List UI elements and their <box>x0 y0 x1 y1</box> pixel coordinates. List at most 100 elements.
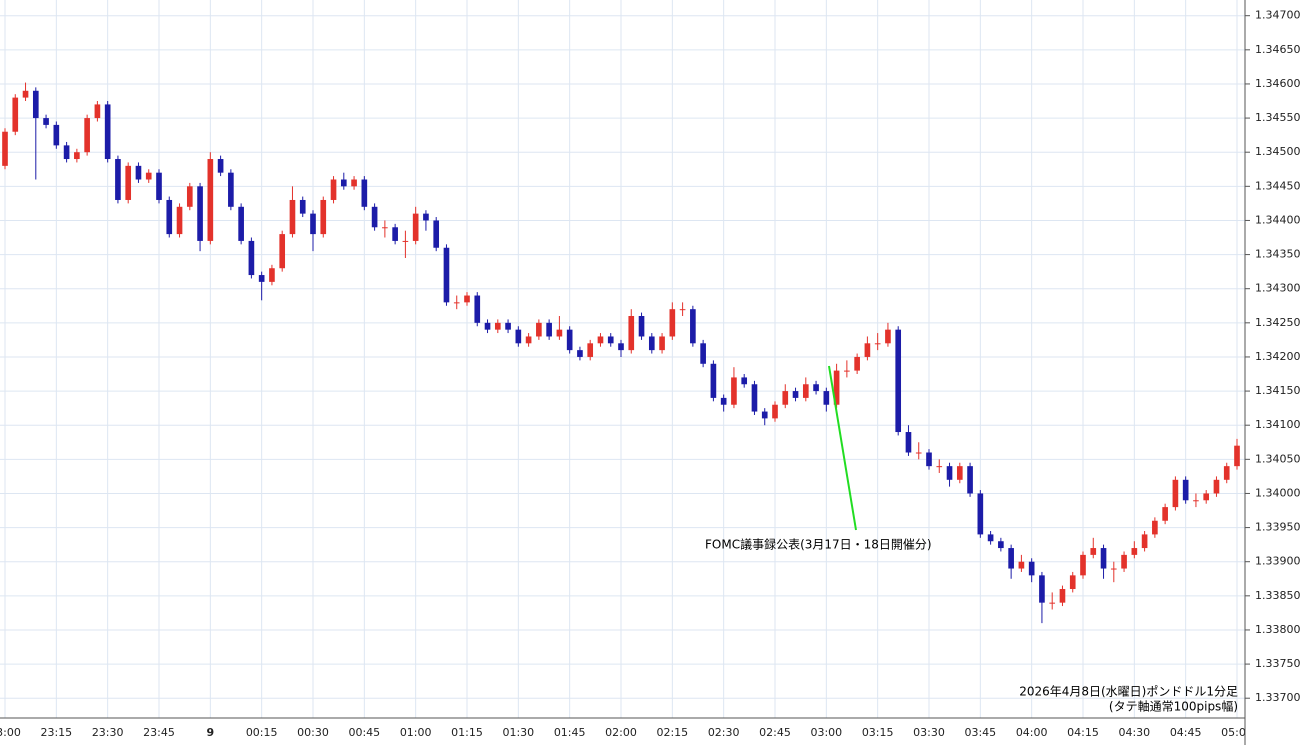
candle-body <box>977 493 984 535</box>
candle-body <box>1080 554 1086 576</box>
candle-body <box>1234 445 1240 467</box>
candle-body <box>556 329 563 337</box>
y-tick-label: 1.34600 <box>1255 77 1300 90</box>
y-tick-label: 1.34200 <box>1255 350 1300 363</box>
candle-body <box>186 186 193 207</box>
candle-body <box>546 322 552 337</box>
candle-body <box>1049 602 1056 604</box>
footnote: (タテ軸通常100pips幅) <box>1109 699 1238 714</box>
candle-body <box>505 322 511 330</box>
candle-body <box>53 124 60 146</box>
candle-body <box>299 199 306 214</box>
candle-body <box>217 159 224 173</box>
candle-body <box>1121 554 1127 569</box>
x-tick-label: 04:15 <box>1067 726 1099 739</box>
candle-body <box>813 384 819 392</box>
x-tick-label: 02:45 <box>759 726 791 739</box>
candle-body <box>854 356 860 371</box>
candle-body <box>833 370 840 405</box>
candle-body <box>1141 534 1148 549</box>
candle-body <box>998 541 1004 549</box>
candle-body <box>258 275 265 282</box>
candle-body <box>494 322 501 330</box>
x-tick-label: 00:15 <box>246 726 278 739</box>
candle-body <box>340 179 347 187</box>
x-tick-label: 00:45 <box>348 726 380 739</box>
candle-body <box>1213 479 1220 494</box>
candle-body <box>320 199 327 235</box>
candle-body <box>864 343 871 357</box>
candle-body <box>607 336 614 344</box>
y-tick-label: 1.33850 <box>1255 589 1300 602</box>
x-tick-label: 9 <box>207 726 215 739</box>
candle-body <box>115 159 121 200</box>
x-tick-label: 01:15 <box>451 726 483 739</box>
candle-body <box>525 336 532 344</box>
candle-body <box>587 343 594 357</box>
candle-body <box>453 302 460 304</box>
y-tick-label: 1.34500 <box>1255 145 1300 158</box>
candle-body <box>228 172 234 207</box>
candle-body <box>279 234 286 269</box>
candle-body <box>63 145 70 160</box>
candle-body <box>1090 548 1097 555</box>
candle-body <box>176 206 183 235</box>
candle-body <box>895 329 902 433</box>
candle-body <box>772 404 778 419</box>
y-tick-label: 1.34400 <box>1255 213 1300 226</box>
candle-body <box>782 391 789 405</box>
candle-body <box>802 384 809 398</box>
x-tick-label: 04:45 <box>1170 726 1202 739</box>
x-tick-label: 03:00 <box>810 726 842 739</box>
candle-body <box>1069 575 1076 590</box>
y-tick-label: 1.33700 <box>1255 691 1300 704</box>
candle-body <box>669 309 676 337</box>
candle-body <box>207 159 214 241</box>
y-tick-label: 1.34000 <box>1255 486 1300 499</box>
candle-body <box>423 213 429 221</box>
candle-body <box>484 322 491 330</box>
x-tick-label: 03:30 <box>913 726 945 739</box>
y-tick-label: 1.33800 <box>1255 623 1300 636</box>
candle-body <box>679 309 686 311</box>
candle-body <box>577 350 583 357</box>
candle-body <box>751 384 758 412</box>
candle-body <box>618 343 624 351</box>
candle-body <box>412 213 419 241</box>
candle-body <box>946 466 953 480</box>
candle-body <box>1028 561 1035 576</box>
candle-body <box>720 397 727 405</box>
candle-body <box>597 336 604 344</box>
x-tick-label: 00:30 <box>297 726 329 739</box>
candle-body <box>536 322 542 337</box>
candle-body <box>515 329 522 344</box>
y-tick-label: 1.33900 <box>1255 555 1300 568</box>
y-tick-label: 1.34050 <box>1255 452 1300 465</box>
candle-body <box>1172 479 1179 508</box>
y-tick-label: 1.34300 <box>1255 282 1300 295</box>
candle-body <box>956 466 963 480</box>
candle-body <box>1008 548 1014 569</box>
y-tick-label: 1.34350 <box>1255 248 1300 261</box>
candle-body <box>648 336 655 351</box>
x-tick-label: 23:30 <box>92 726 124 739</box>
candle-body <box>22 90 29 98</box>
candle-body <box>474 295 481 323</box>
candle-body <box>269 268 275 282</box>
candle-body <box>1100 548 1107 569</box>
candle-body <box>1203 493 1210 501</box>
x-tick-label: 23:00 <box>0 726 21 739</box>
candle-body <box>628 316 635 351</box>
candle-body <box>731 377 737 405</box>
candle-body <box>351 179 357 187</box>
candle-body <box>1162 507 1168 521</box>
candle-body <box>166 199 173 235</box>
candle-body <box>905 432 912 453</box>
candle-body <box>433 220 440 248</box>
candle-body <box>1059 589 1066 603</box>
annotation: FOMC議事録公表(3月17日・18日開催分) <box>705 537 932 552</box>
candle-body <box>289 199 296 235</box>
candle-body <box>84 118 90 153</box>
candle-body <box>690 309 696 344</box>
